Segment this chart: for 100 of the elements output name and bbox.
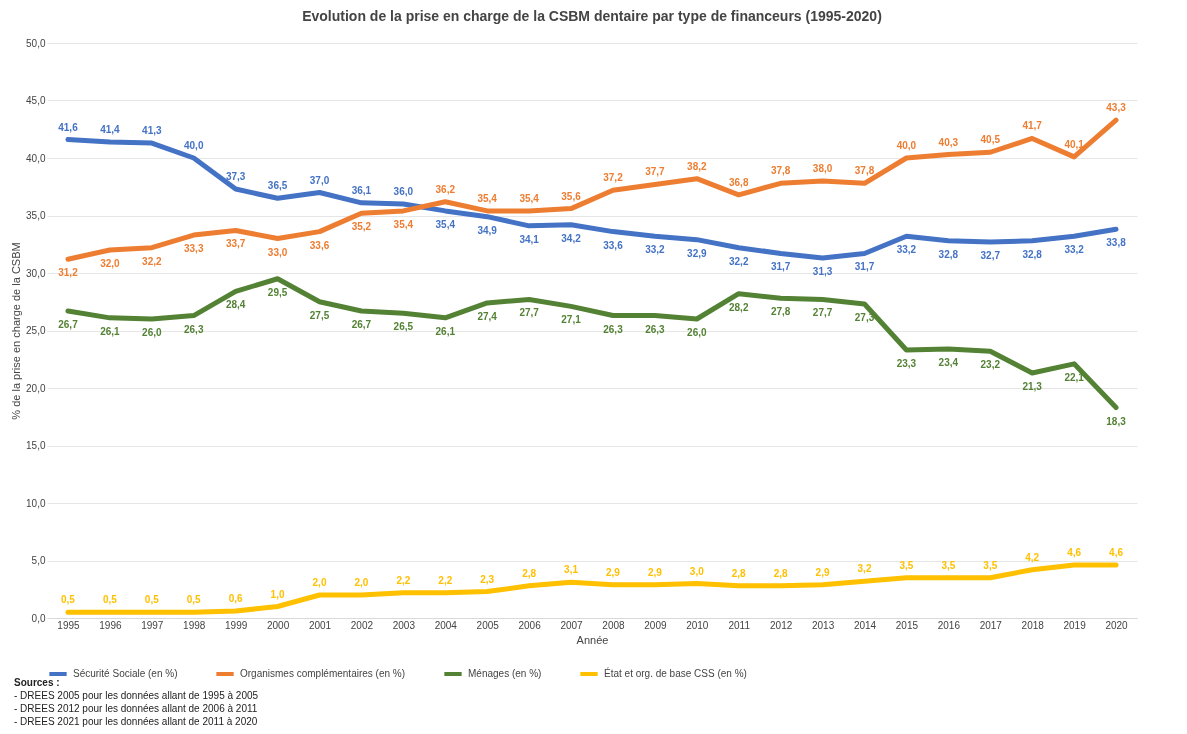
data-label: 2,8 — [522, 567, 537, 579]
data-label: 35,4 — [477, 192, 498, 204]
data-label: 2,0 — [312, 577, 327, 588]
x-tick-label: 2005 — [476, 619, 500, 631]
x-tick-label: 2010 — [686, 619, 709, 631]
y-tick-label: 25,0 — [26, 325, 46, 336]
y-tick-label: 20,0 — [26, 382, 46, 394]
data-label: 2,9 — [815, 566, 830, 578]
y-tick-label: 10,0 — [26, 497, 46, 509]
data-label: 36,1 — [351, 184, 372, 196]
data-label: 2,0 — [354, 577, 369, 588]
data-label: 0,6 — [228, 593, 244, 605]
data-label: 37,8 — [854, 165, 875, 177]
data-label: 27,7 — [812, 307, 833, 319]
data-label: 26,7 — [351, 318, 372, 330]
data-label: 35,4 — [519, 192, 540, 204]
data-label: 32,2 — [729, 255, 749, 267]
chart-title: Evolution de la prise en charge de la CSBM dentaire par type de financeurs (1995-2020) — [302, 8, 882, 24]
x-tick-label: 2003 — [392, 619, 416, 631]
data-label: 36,5 — [267, 180, 288, 192]
data-label: 31,7 — [854, 261, 875, 273]
x-tick-label: 2007 — [560, 619, 584, 631]
data-label: 23,4 — [938, 356, 959, 368]
x-tick-label: 1999 — [225, 619, 248, 631]
data-label: 41,6 — [58, 121, 79, 133]
data-label: 26,0 — [142, 327, 162, 338]
data-label: 27,7 — [519, 307, 540, 319]
x-tick-label: 2017 — [979, 619, 1003, 631]
source-note: Sources : — [14, 677, 60, 688]
data-label: 37,7 — [645, 166, 666, 178]
data-label: 40,1 — [1064, 138, 1085, 150]
data-label: 37,8 — [770, 165, 791, 177]
data-label: 33,6 — [603, 239, 624, 251]
data-label: 23,2 — [980, 359, 1001, 371]
data-label: 2,8 — [773, 567, 789, 579]
y-tick-label: 0,0 — [31, 612, 46, 624]
text: - DREES 2021 pour les données allant de 2011 à 2020 — [14, 715, 259, 728]
data-label: 32,8 — [938, 248, 959, 260]
data-label: 2,8 — [731, 567, 747, 579]
data-label: 38,0 — [812, 163, 833, 174]
data-label: 0,5 — [144, 594, 160, 606]
data-label: 26,1 — [435, 325, 456, 337]
data-label: 37,0 — [309, 174, 330, 186]
text: - DREES 2012 pour les données allant de 2006 à 2011 — [14, 702, 259, 715]
x-tick-label: 2020 — [1105, 619, 1129, 631]
data-label: 37,3 — [225, 171, 246, 183]
data-label: 2,2 — [396, 574, 411, 586]
x-tick-label: 2018 — [1021, 619, 1045, 631]
data-label: 33,3 — [184, 243, 204, 255]
x-tick-label: 2013 — [811, 619, 835, 631]
legend-label: État et org. de base CSS (en %) — [604, 667, 747, 679]
data-label: 28,4 — [225, 299, 246, 311]
data-label: 34,2 — [561, 232, 582, 244]
y-tick-label: 15,0 — [26, 440, 46, 451]
x-tick-label: 1996 — [99, 619, 122, 631]
data-label: 31,7 — [770, 261, 791, 273]
data-label: 40,0 — [184, 140, 204, 151]
x-tick-label: 2014 — [853, 619, 877, 631]
data-label: 3,2 — [857, 563, 872, 575]
data-label: 36,2 — [435, 183, 456, 195]
data-label: 0,5 — [102, 594, 118, 606]
data-label: 32,8 — [1022, 248, 1043, 260]
data-label: 1,0 — [270, 588, 285, 600]
data-label: 2,9 — [606, 566, 621, 578]
data-label: 38,2 — [687, 160, 707, 172]
x-tick-label: 2002 — [350, 619, 374, 631]
data-label: 28,2 — [729, 301, 749, 313]
data-label: 27,4 — [477, 310, 498, 322]
x-axis-title: Année — [576, 633, 609, 646]
data-label: 27,5 — [309, 309, 330, 321]
data-label: 32,0 — [100, 258, 121, 269]
x-tick-label: 1998 — [183, 619, 206, 631]
data-label: 26,3 — [603, 323, 624, 335]
data-label: 21,3 — [1022, 381, 1043, 393]
data-label: 36,0 — [393, 186, 414, 197]
x-tick-label: 2006 — [518, 619, 542, 631]
data-label: 32,9 — [687, 247, 707, 259]
x-tick-label: 2001 — [308, 619, 332, 631]
x-tick-label: 2019 — [1063, 619, 1087, 631]
data-label: 3,5 — [941, 559, 956, 571]
data-label: 41,3 — [142, 125, 162, 137]
y-tick-label: 5,0 — [31, 555, 46, 566]
x-tick-label: 2012 — [770, 619, 793, 631]
data-label: 27,1 — [561, 314, 582, 326]
data-label: 22,1 — [1064, 371, 1085, 383]
text: - DREES 2005 pour les données allant de 1995 à 2005 — [14, 689, 259, 702]
data-label: 35,2 — [351, 221, 372, 233]
x-tick-label: 2004 — [434, 619, 458, 631]
x-tick-label: 2008 — [602, 619, 626, 631]
legend-label: Organismes complémentaires (en %) — [240, 668, 406, 679]
data-label: 3,5 — [983, 559, 998, 571]
data-label: 36,8 — [729, 176, 749, 188]
data-label: 26,0 — [687, 327, 707, 338]
data-label: 27,8 — [770, 306, 791, 318]
x-tick-label: 1995 — [57, 619, 81, 631]
data-label: 33,2 — [645, 244, 666, 256]
data-label: 31,3 — [812, 266, 833, 278]
data-label: 3,0 — [689, 565, 705, 577]
data-label: 35,4 — [435, 218, 456, 230]
data-label: 0,5 — [61, 594, 76, 606]
